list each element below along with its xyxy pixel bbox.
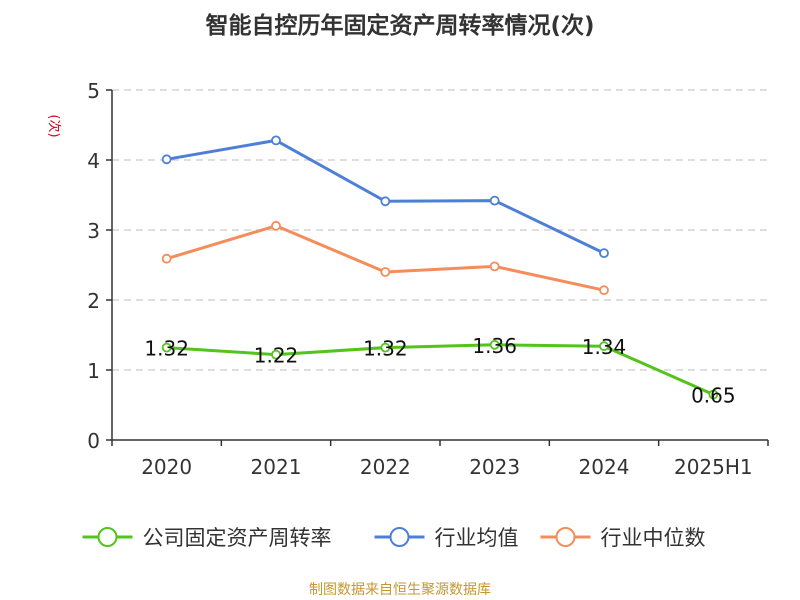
data-label: 1.22 — [254, 344, 299, 368]
data-label: 1.32 — [363, 337, 408, 361]
y-tick-label: 3 — [87, 219, 100, 243]
data-point — [599, 285, 609, 296]
data-point — [599, 341, 609, 352]
data-point — [161, 253, 172, 264]
data-label: 1.36 — [472, 334, 517, 358]
data-point — [599, 248, 609, 259]
source-note: 制图数据来自恒生聚源数据库 — [309, 582, 491, 598]
legend-swatch-marker — [389, 527, 410, 547]
axes: 0 1 2 3 4 5 2020 2021 2022 2023 2024 2025H1 — [87, 79, 769, 479]
legend-label: 行业均值 — [435, 526, 519, 550]
x-tick-label: 2022 — [360, 455, 411, 479]
series-1 — [161, 135, 609, 259]
data-point — [489, 195, 500, 206]
data-point — [380, 342, 391, 353]
x-tick-label: 2025H1 — [674, 455, 753, 479]
y-tick-label: 4 — [87, 149, 100, 173]
x-tick-label: 2023 — [469, 455, 520, 479]
legend: 公司固定资产周转率 行业均值 行业中位数 — [82, 526, 706, 550]
data-point — [489, 339, 500, 350]
y-tick-label: 0 — [87, 429, 100, 453]
legend-swatch-marker — [97, 527, 118, 547]
data-point — [708, 389, 719, 400]
x-tick-label: 2020 — [141, 455, 192, 479]
data-labels: 1.32 1.22 1.32 1.36 1.34 0.65 — [144, 334, 735, 408]
x-tick-label: 2021 — [251, 455, 302, 479]
data-point — [271, 220, 281, 231]
y-tick-label: 1 — [87, 359, 100, 383]
grid-lines — [112, 89, 768, 371]
data-label: 0.65 — [691, 384, 736, 408]
data-point — [380, 196, 391, 207]
chart-title: 智能自控历年固定资产周转率情况(次) — [205, 12, 594, 39]
legend-item: 行业均值 — [374, 526, 519, 550]
legend-label: 行业中位数 — [601, 526, 706, 550]
legend-item: 公司固定资产周转率 — [82, 526, 332, 550]
data-point — [271, 135, 281, 146]
y-tick-label: 2 — [87, 289, 100, 313]
series-0 — [161, 339, 719, 400]
y-tick-label: 5 — [87, 79, 100, 103]
data-point — [161, 154, 172, 165]
data-point — [489, 261, 500, 272]
data-point — [380, 267, 391, 277]
data-label: 1.34 — [582, 335, 627, 359]
series-line — [166, 343, 714, 396]
x-tick-label: 2024 — [579, 455, 630, 479]
series-line — [166, 224, 605, 292]
series-2 — [161, 220, 609, 296]
data-label: 1.32 — [144, 337, 189, 361]
legend-item: 行业中位数 — [540, 526, 706, 550]
data-point — [271, 349, 281, 360]
legend-label: 公司固定资产周转率 — [143, 526, 332, 550]
data-point — [161, 342, 172, 353]
series — [161, 135, 719, 400]
legend-swatch-marker — [555, 527, 576, 547]
y-axis-label: (次) — [46, 114, 62, 137]
